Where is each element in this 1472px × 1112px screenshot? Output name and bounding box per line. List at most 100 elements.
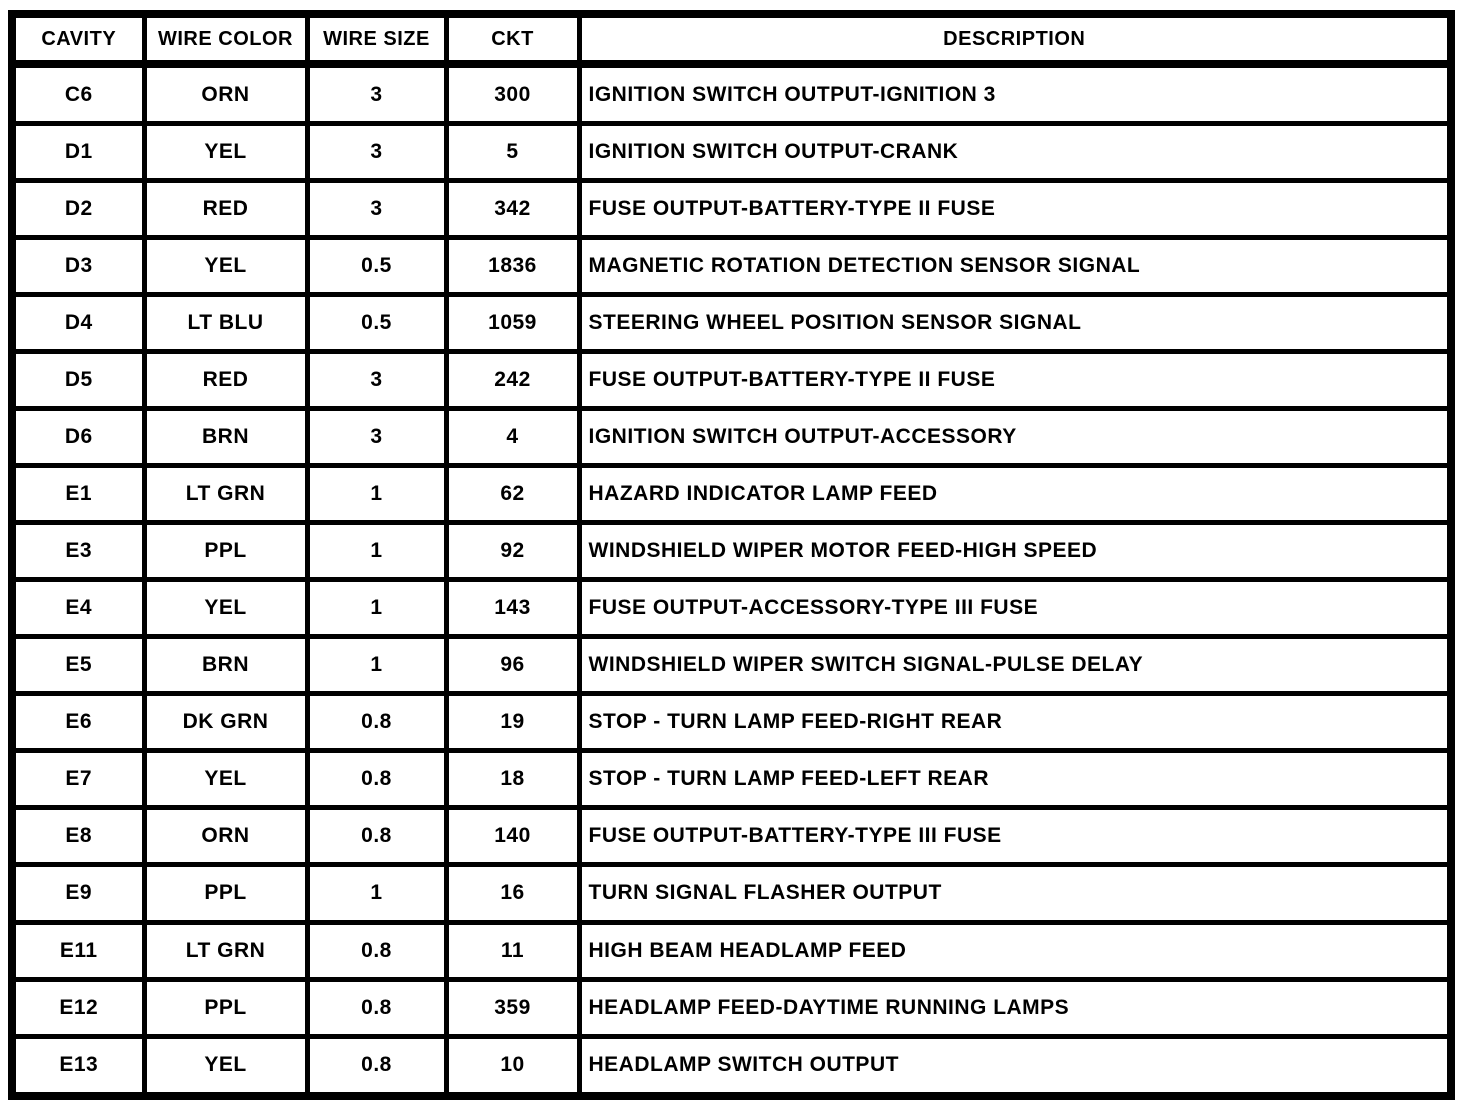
table-row: D4 LT BLU 0.5 1059 STEERING WHEEL POSITI…	[9, 292, 1454, 355]
cavity-cell: E4	[9, 577, 147, 640]
column-header-wire-color: WIRE COLOR	[141, 11, 310, 68]
wire-size-cell: 1	[304, 520, 449, 583]
table-row: E11 LT GRN 0.8 11 HIGH BEAM HEADLAMP FEE…	[9, 919, 1454, 982]
wire-size-cell: 3	[304, 349, 449, 412]
ckt-cell: 10	[443, 1033, 582, 1099]
wire-size-cell: 0.8	[304, 1033, 449, 1099]
description-cell: HEADLAMP SWITCH OUTPUT	[576, 1033, 1454, 1099]
wire-color-cell: YEL	[141, 235, 310, 298]
column-header-cavity: CAVITY	[9, 11, 147, 68]
wire-color-cell: PPL	[141, 520, 310, 583]
ckt-cell: 11	[443, 919, 582, 982]
ckt-cell: 140	[443, 805, 582, 868]
description-cell: IGNITION SWITCH OUTPUT-IGNITION 3	[576, 61, 1454, 127]
wire-color-cell: DK GRN	[141, 691, 310, 754]
wire-size-cell: 1	[304, 577, 449, 640]
wire-size-cell: 0.5	[304, 292, 449, 355]
description-cell: MAGNETIC ROTATION DETECTION SENSOR SIGNA…	[576, 235, 1454, 298]
wire-color-cell: YEL	[141, 748, 310, 811]
description-cell: FUSE OUTPUT-BATTERY-TYPE II FUSE	[576, 178, 1454, 241]
cavity-cell: E13	[9, 1033, 147, 1099]
column-header-ckt: CKT	[443, 11, 582, 68]
wire-color-cell: RED	[141, 349, 310, 412]
table-row: E5 BRN 1 96 WINDSHIELD WIPER SWITCH SIGN…	[9, 634, 1454, 697]
wire-color-cell: ORN	[141, 61, 310, 127]
description-cell: IGNITION SWITCH OUTPUT-ACCESSORY	[576, 406, 1454, 469]
ckt-cell: 143	[443, 577, 582, 640]
wire-color-cell: YEL	[141, 577, 310, 640]
wire-size-cell: 1	[304, 862, 449, 925]
wire-size-cell: 0.8	[304, 919, 449, 982]
table-row: D6 BRN 3 4 IGNITION SWITCH OUTPUT-ACCESS…	[9, 406, 1454, 469]
description-cell: IGNITION SWITCH OUTPUT-CRANK	[576, 121, 1454, 184]
column-header-description: DESCRIPTION	[576, 11, 1454, 68]
wire-size-cell: 0.8	[304, 976, 449, 1039]
cavity-cell: D3	[9, 235, 147, 298]
description-cell: FUSE OUTPUT-BATTERY-TYPE III FUSE	[576, 805, 1454, 868]
table-row: E8 ORN 0.8 140 FUSE OUTPUT-BATTERY-TYPE …	[9, 805, 1454, 868]
cavity-cell: E5	[9, 634, 147, 697]
description-cell: HIGH BEAM HEADLAMP FEED	[576, 919, 1454, 982]
ckt-cell: 92	[443, 520, 582, 583]
table-row: D5 RED 3 242 FUSE OUTPUT-BATTERY-TYPE II…	[9, 349, 1454, 412]
ckt-cell: 16	[443, 862, 582, 925]
wire-color-cell: LT GRN	[141, 463, 310, 526]
wire-color-cell: BRN	[141, 634, 310, 697]
table-row: E7 YEL 0.8 18 STOP - TURN LAMP FEED-LEFT…	[9, 748, 1454, 811]
table-row: E4 YEL 1 143 FUSE OUTPUT-ACCESSORY-TYPE …	[9, 577, 1454, 640]
table-row: E13 YEL 0.8 10 HEADLAMP SWITCH OUTPUT	[9, 1033, 1454, 1099]
ckt-cell: 5	[443, 121, 582, 184]
ckt-cell: 18	[443, 748, 582, 811]
ckt-cell: 62	[443, 463, 582, 526]
cavity-cell: E7	[9, 748, 147, 811]
description-cell: STEERING WHEEL POSITION SENSOR SIGNAL	[576, 292, 1454, 355]
ckt-cell: 300	[443, 61, 582, 127]
wire-size-cell: 0.8	[304, 748, 449, 811]
description-cell: STOP - TURN LAMP FEED-RIGHT REAR	[576, 691, 1454, 754]
description-cell: FUSE OUTPUT-ACCESSORY-TYPE III FUSE	[576, 577, 1454, 640]
cavity-cell: E8	[9, 805, 147, 868]
wire-size-cell: 3	[304, 121, 449, 184]
wire-color-cell: LT GRN	[141, 919, 310, 982]
table-row: E6 DK GRN 0.8 19 STOP - TURN LAMP FEED-R…	[9, 691, 1454, 754]
cavity-cell: E11	[9, 919, 147, 982]
wire-color-cell: ORN	[141, 805, 310, 868]
wire-color-cell: PPL	[141, 976, 310, 1039]
wire-size-cell: 1	[304, 634, 449, 697]
cavity-cell: E9	[9, 862, 147, 925]
cavity-cell: E6	[9, 691, 147, 754]
ckt-cell: 1836	[443, 235, 582, 298]
cavity-cell: E3	[9, 520, 147, 583]
description-cell: FUSE OUTPUT-BATTERY-TYPE II FUSE	[576, 349, 1454, 412]
wire-size-cell: 3	[304, 178, 449, 241]
column-header-wire-size: WIRE SIZE	[304, 11, 449, 68]
ckt-cell: 359	[443, 976, 582, 1039]
cavity-cell: E12	[9, 976, 147, 1039]
wire-size-cell: 1	[304, 463, 449, 526]
description-cell: TURN SIGNAL FLASHER OUTPUT	[576, 862, 1454, 925]
ckt-cell: 4	[443, 406, 582, 469]
wiring-pinout-table: CAVITY WIRE COLOR WIRE SIZE CKT DESCRIPT…	[8, 10, 1455, 1100]
ckt-cell: 19	[443, 691, 582, 754]
wire-size-cell: 0.8	[304, 691, 449, 754]
wire-color-cell: YEL	[141, 1033, 310, 1099]
wire-color-cell: PPL	[141, 862, 310, 925]
table-body: C6 ORN 3 300 IGNITION SWITCH OUTPUT-IGNI…	[9, 61, 1454, 1099]
description-cell: HAZARD INDICATOR LAMP FEED	[576, 463, 1454, 526]
cavity-cell: D6	[9, 406, 147, 469]
wire-color-cell: BRN	[141, 406, 310, 469]
ckt-cell: 242	[443, 349, 582, 412]
table-row: D2 RED 3 342 FUSE OUTPUT-BATTERY-TYPE II…	[9, 178, 1454, 241]
description-cell: HEADLAMP FEED-DAYTIME RUNNING LAMPS	[576, 976, 1454, 1039]
wire-size-cell: 0.5	[304, 235, 449, 298]
table-row: E3 PPL 1 92 WINDSHIELD WIPER MOTOR FEED-…	[9, 520, 1454, 583]
wire-color-cell: LT BLU	[141, 292, 310, 355]
table-row: D1 YEL 3 5 IGNITION SWITCH OUTPUT-CRANK	[9, 121, 1454, 184]
table-row: D3 YEL 0.5 1836 MAGNETIC ROTATION DETECT…	[9, 235, 1454, 298]
cavity-cell: D1	[9, 121, 147, 184]
wire-color-cell: YEL	[141, 121, 310, 184]
table-row: E9 PPL 1 16 TURN SIGNAL FLASHER OUTPUT	[9, 862, 1454, 925]
wire-size-cell: 3	[304, 406, 449, 469]
cavity-cell: E1	[9, 463, 147, 526]
